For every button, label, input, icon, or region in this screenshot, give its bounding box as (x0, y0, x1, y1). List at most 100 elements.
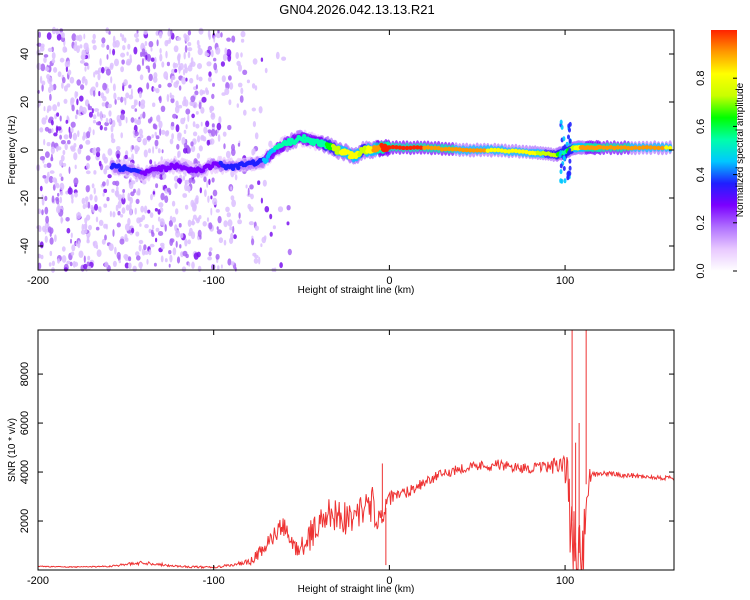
noise-speckle (84, 78, 88, 86)
noise-speckle (209, 247, 213, 252)
noise-speckle (160, 105, 166, 113)
noise-speckle (135, 198, 140, 205)
track-segment (612, 145, 617, 151)
noise-speckle (111, 188, 115, 193)
track-segment (615, 145, 620, 150)
noise-speckle (213, 62, 218, 71)
noise-speckle (206, 180, 209, 189)
noise-speckle (145, 54, 148, 61)
noise-speckle (129, 208, 133, 216)
noise-speckle (190, 95, 196, 103)
noise-speckle (264, 206, 270, 213)
noise-speckle (261, 236, 267, 244)
noise-speckle (88, 224, 92, 231)
noise-speckle (228, 99, 232, 106)
noise-speckle (85, 199, 88, 208)
noise-speckle (99, 206, 102, 213)
noise-speckle (114, 58, 119, 67)
noise-speckle (140, 103, 146, 109)
noise-speckle (202, 221, 207, 227)
noise-speckle (108, 118, 112, 123)
noise-speckle (212, 189, 218, 197)
track-segment (450, 147, 455, 152)
track-segment (172, 165, 178, 171)
noise-speckle (45, 215, 49, 224)
noise-speckle (143, 205, 148, 214)
noise-speckle (229, 226, 233, 231)
noise-speckle (174, 68, 178, 73)
noise-speckle (153, 262, 157, 267)
noise-speckle (140, 217, 143, 223)
noise-speckle (154, 139, 159, 147)
noise-speckle (226, 49, 232, 57)
noise-speckle (260, 197, 263, 204)
noise-speckle (187, 47, 193, 52)
track-segment (598, 145, 603, 150)
noise-speckle (166, 187, 171, 193)
spectrogram-plot-area (36, 26, 673, 273)
noise-speckle (196, 251, 201, 258)
noise-speckle (103, 188, 108, 193)
noise-speckle (183, 129, 187, 134)
noise-speckle (168, 37, 172, 42)
noise-speckle (36, 62, 42, 71)
noise-speckle (62, 162, 67, 167)
noise-speckle (223, 143, 226, 150)
noise-speckle (56, 206, 61, 214)
track-segment (167, 165, 172, 171)
noise-speckle (117, 96, 121, 101)
noise-speckle (216, 229, 222, 235)
y-tick-label: 20 (19, 96, 31, 108)
noise-speckle (169, 254, 173, 263)
noise-speckle (156, 114, 161, 123)
noise-speckle (258, 106, 263, 114)
noise-speckle (207, 76, 212, 82)
noise-speckle (207, 45, 213, 51)
noise-speckle (191, 178, 196, 184)
noise-speckle (41, 209, 44, 216)
noise-speckle (147, 148, 152, 154)
noise-speckle (51, 84, 54, 92)
noise-speckle (191, 113, 195, 119)
noise-speckle (253, 148, 256, 155)
noise-speckle (134, 108, 138, 112)
noise-speckle (56, 126, 62, 131)
track-segment (648, 145, 653, 150)
noise-speckle (207, 256, 213, 261)
colorbar-tick-label: 0.6 (695, 119, 707, 134)
notch-blob (562, 136, 566, 142)
noise-speckle (165, 75, 168, 81)
noise-speckle (124, 233, 128, 241)
noise-speckle (62, 150, 66, 155)
noise-speckle (67, 69, 72, 76)
x-tick-label: 0 (386, 575, 392, 587)
noise-speckle (76, 212, 82, 220)
noise-speckle (175, 240, 178, 248)
noise-speckle (45, 151, 50, 159)
noise-speckle (53, 132, 58, 137)
noise-speckle (182, 68, 186, 76)
notch-blob (560, 124, 564, 130)
x-tick-label: 100 (556, 275, 574, 287)
noise-speckle (101, 37, 106, 44)
noise-speckle (70, 238, 72, 244)
noise-speckle (215, 47, 221, 55)
noise-speckle (73, 152, 78, 161)
noise-speckle (154, 131, 157, 137)
noise-speckle (252, 58, 258, 65)
noise-speckle (44, 235, 48, 243)
track-segment (401, 145, 406, 151)
noise-speckle (143, 30, 148, 35)
noise-speckle (103, 168, 108, 175)
noise-speckle (59, 159, 63, 167)
noise-speckle (97, 72, 101, 81)
noise-speckle (135, 99, 138, 106)
noise-speckle (155, 88, 160, 94)
noise-speckle (198, 27, 204, 35)
y-tick-label: 2000 (19, 509, 31, 533)
noise-speckle (185, 77, 188, 82)
noise-speckle (120, 96, 124, 103)
noise-speckle (47, 47, 53, 53)
noise-speckle (96, 249, 102, 257)
noise-speckle (248, 206, 254, 212)
